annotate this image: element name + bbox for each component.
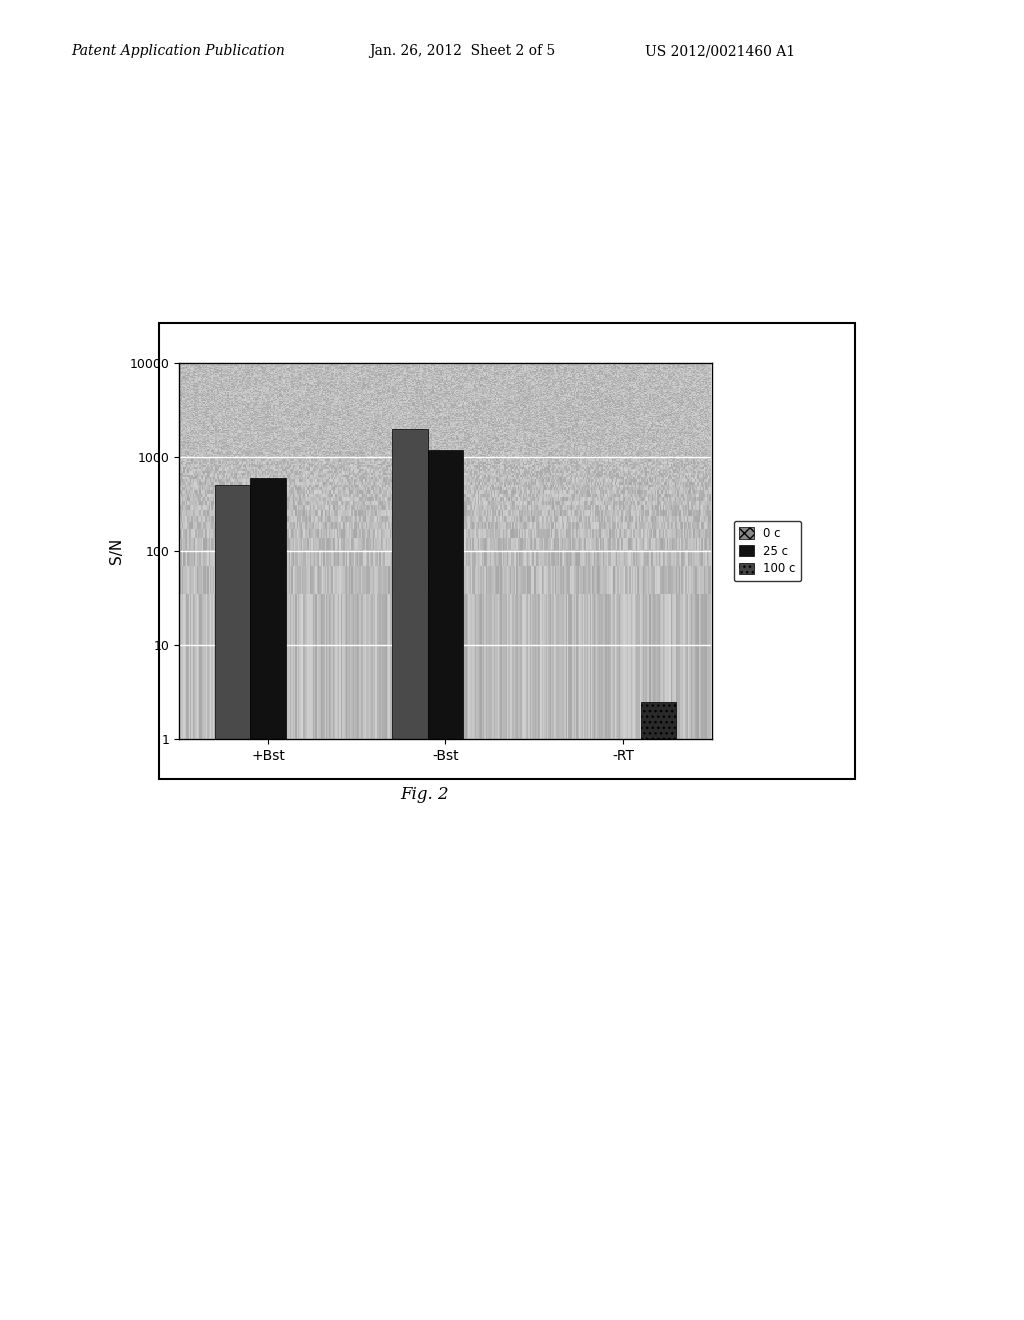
Text: Jan. 26, 2012  Sheet 2 of 5: Jan. 26, 2012 Sheet 2 of 5 xyxy=(369,45,555,58)
Bar xyxy=(605,739,641,1320)
Y-axis label: S/N: S/N xyxy=(109,539,124,564)
Text: US 2012/0021460 A1: US 2012/0021460 A1 xyxy=(645,45,796,58)
Bar xyxy=(428,450,463,1320)
Bar xyxy=(286,739,322,1320)
Legend: 0 c, 25 c, 100 c: 0 c, 25 c, 100 c xyxy=(733,521,802,581)
Bar xyxy=(569,739,605,1320)
Bar xyxy=(392,429,428,1320)
Bar xyxy=(641,702,676,1320)
Text: Fig. 2: Fig. 2 xyxy=(400,785,450,803)
Text: Patent Application Publication: Patent Application Publication xyxy=(72,45,286,58)
Bar xyxy=(215,486,250,1320)
Bar xyxy=(250,478,286,1320)
Bar xyxy=(463,739,499,1320)
